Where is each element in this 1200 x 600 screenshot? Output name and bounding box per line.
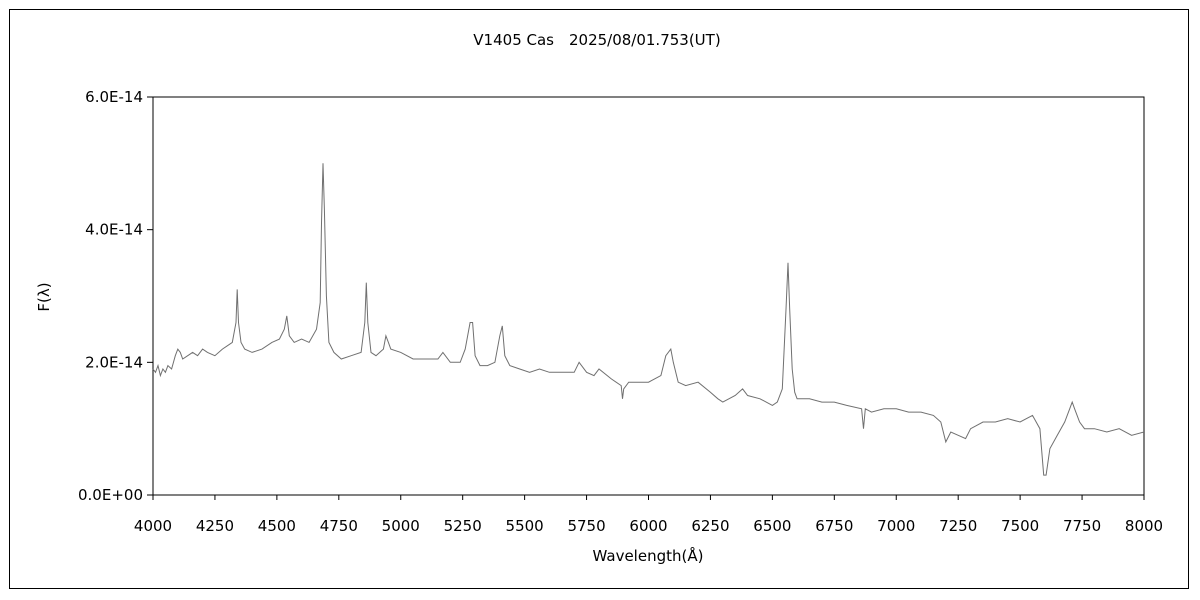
- chart-title: V1405 Cas 2025/08/01.753(UT): [473, 31, 720, 49]
- x-tick-label: 7000: [877, 517, 915, 535]
- x-tick-label: 7500: [1001, 517, 1039, 535]
- y-axis-label: F(λ): [35, 282, 53, 311]
- x-tick-label: 5000: [382, 517, 420, 535]
- x-tick-label: 4750: [320, 517, 358, 535]
- x-tick-label: 7750: [1063, 517, 1101, 535]
- x-tick-label: 7250: [939, 517, 977, 535]
- y-tick-label: 0.0E+00: [78, 486, 143, 504]
- x-tick-label: 4250: [196, 517, 234, 535]
- x-tick-label: 5250: [444, 517, 482, 535]
- y-tick-label: 6.0E-14: [85, 88, 143, 106]
- x-tick-label: 6000: [629, 517, 667, 535]
- spectrum-line: [152, 163, 1145, 476]
- plot-area: [152, 96, 1145, 496]
- chart-frame: [9, 9, 1189, 589]
- x-tick-label: 6500: [753, 517, 791, 535]
- y-tick-label: 4.0E-14: [85, 221, 143, 239]
- x-tick-label: 6750: [815, 517, 853, 535]
- y-tick-label: 2.0E-14: [85, 353, 143, 371]
- x-tick-label: 8000: [1125, 517, 1163, 535]
- x-axis-label: Wavelength(Å): [593, 546, 704, 565]
- x-tick-label: 4000: [134, 517, 172, 535]
- x-tick-label: 4500: [258, 517, 296, 535]
- x-axis-ticks: 4000 4250 4500 4750 5000 5250 5500 5750 6000 6250…: [134, 495, 1163, 535]
- x-tick-label: 6250: [691, 517, 729, 535]
- x-tick-label: 5500: [506, 517, 544, 535]
- y-axis-ticks: 0.0E+00 2.0E-14 4.0E-14 6.0E-14: [78, 88, 153, 504]
- x-tick-label: 5750: [567, 517, 605, 535]
